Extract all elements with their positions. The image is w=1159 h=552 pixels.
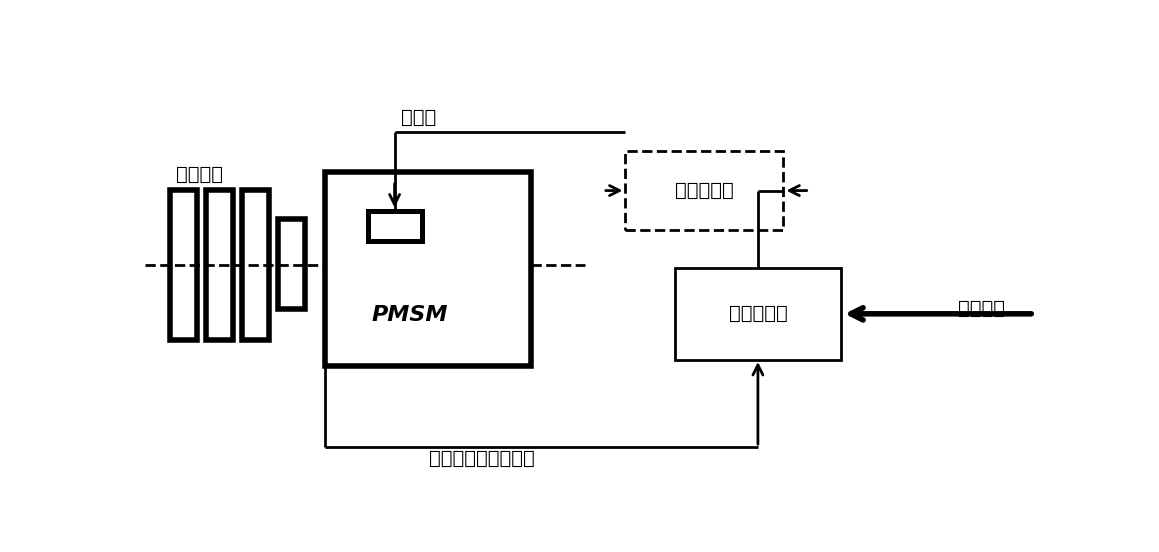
Bar <box>626 151 782 230</box>
Bar <box>675 268 841 359</box>
Text: PMSM: PMSM <box>372 305 449 325</box>
Bar <box>206 189 233 341</box>
Text: 惯性负载: 惯性负载 <box>176 165 224 184</box>
Bar <box>367 211 422 241</box>
Bar <box>278 219 305 309</box>
Text: 位置指令: 位置指令 <box>957 299 1005 318</box>
Text: 电机驱动器: 电机驱动器 <box>675 181 734 200</box>
Text: 动力线: 动力线 <box>401 108 437 127</box>
Bar <box>242 189 269 341</box>
Bar <box>325 172 531 366</box>
Bar <box>170 189 197 341</box>
Text: 位置控制器: 位置控制器 <box>729 304 788 323</box>
Text: 传感器采集位置信息: 传感器采集位置信息 <box>429 449 534 468</box>
